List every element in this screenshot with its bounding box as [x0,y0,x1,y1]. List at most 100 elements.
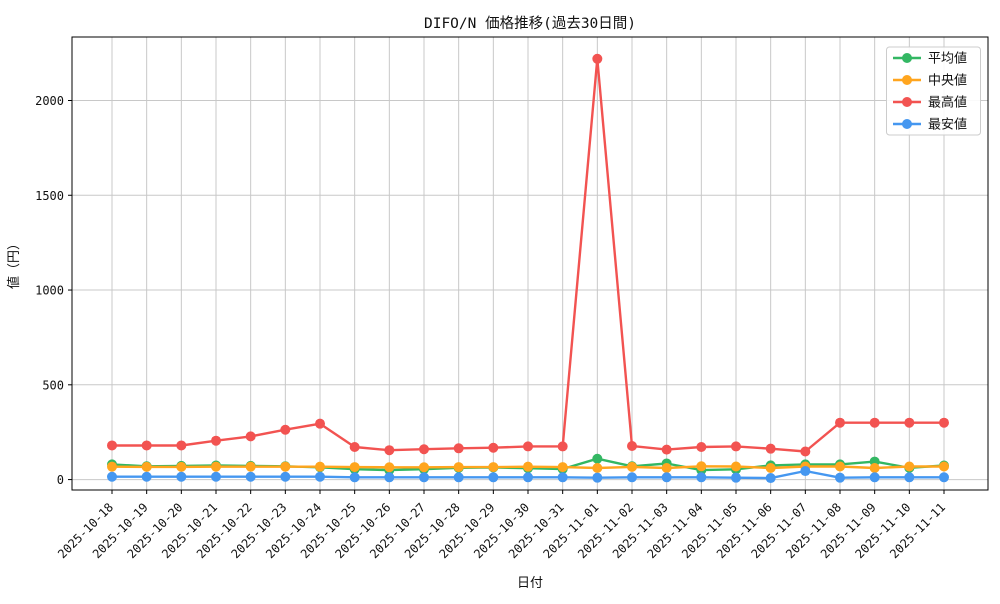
data-point [453,443,464,454]
data-point [904,417,915,428]
data-point [211,461,221,472]
data-point [523,441,533,452]
data-point [453,462,464,473]
data-point [280,461,291,472]
data-point [141,461,152,472]
y-tick-label: 1000 [35,284,64,298]
legend-item-average: 平均値 [893,51,967,67]
data-point [349,441,360,452]
y-tick-label: 2000 [35,94,64,108]
data-point [627,461,637,472]
data-point [384,445,395,456]
data-point [245,461,256,472]
data-point [315,471,325,482]
data-point [419,462,429,473]
legend-label-min: 最安値 [928,117,967,133]
data-point [107,461,117,472]
data-point [280,424,291,435]
data-point [904,461,915,472]
data-point [800,446,811,457]
data-point [211,435,221,446]
series-3 [107,466,949,484]
data-point [245,431,256,442]
data-point [107,471,117,482]
data-point [315,461,325,472]
data-point [835,461,845,472]
data-point [869,463,880,474]
data-point [731,441,741,452]
data-point [453,472,464,483]
data-point [488,442,499,453]
data-point [349,462,360,473]
data-point [661,472,672,483]
y-grid [72,99,988,481]
y-tick-label: 0 [57,473,64,487]
data-point [800,466,811,477]
data-point [696,472,707,483]
y-tick-label: 1500 [35,189,64,203]
data-point [419,444,429,455]
data-point [315,418,325,429]
data-point [627,441,637,452]
data-point [869,472,880,483]
legend-label-average: 平均値 [928,51,967,67]
legend-box [886,46,981,136]
data-point [176,471,187,482]
data-point [245,471,256,482]
series-2 [107,53,949,457]
data-point [592,472,603,483]
legend-item-min: 最安値 [893,117,967,133]
data-point [384,462,395,473]
series-lines [107,53,949,484]
data-point [939,472,949,483]
grid [72,37,988,490]
data-point [869,417,880,428]
legend-marker-min [902,119,912,129]
data-point [765,443,776,454]
data-point [904,472,915,483]
chart-title: DIFO/N 価格推移(過去30日間) [424,15,636,32]
data-point [696,441,707,452]
data-point [557,472,568,483]
data-point [384,472,395,483]
legend-marker-average [902,53,912,63]
legend-item-median: 中央値 [893,73,967,89]
legend-marker-max [902,97,912,107]
data-point [141,471,152,482]
legend-marker-median [902,75,912,85]
x-axis-label: 日付 [517,576,543,591]
data-point [557,441,568,452]
plot-border [71,36,989,491]
data-point [731,472,741,483]
data-point [523,472,533,483]
legend-label-max: 最高値 [928,95,967,111]
data-point [592,463,603,474]
data-point [765,463,776,474]
data-point [176,461,187,472]
data-point [835,472,845,483]
data-point [835,417,845,428]
data-point [107,440,117,451]
x-axis: 2025-10-182025-10-192025-10-202025-10-21… [55,490,948,561]
x-grid [111,37,945,490]
data-point [661,463,672,474]
data-point [696,461,707,472]
y-axis: 0 500 1000 1500 2000 [35,94,72,487]
data-point [939,417,949,428]
legend-label-median: 中央値 [928,73,967,89]
y-tick-label: 500 [42,378,64,392]
data-point [419,472,429,483]
data-point [523,461,533,472]
legend-item-max: 最高値 [893,95,967,111]
data-point [557,462,568,473]
data-point [939,461,949,472]
data-point [211,471,221,482]
data-point [488,462,499,473]
data-point [661,444,672,455]
y-axis-label: 値（円） [6,237,22,289]
legend: 平均値 中央値 最高値 最安値 [886,46,981,136]
data-point [176,440,187,451]
axes: 0 500 1000 1500 2000 2025-10-182025-10-192025… [35,36,989,561]
